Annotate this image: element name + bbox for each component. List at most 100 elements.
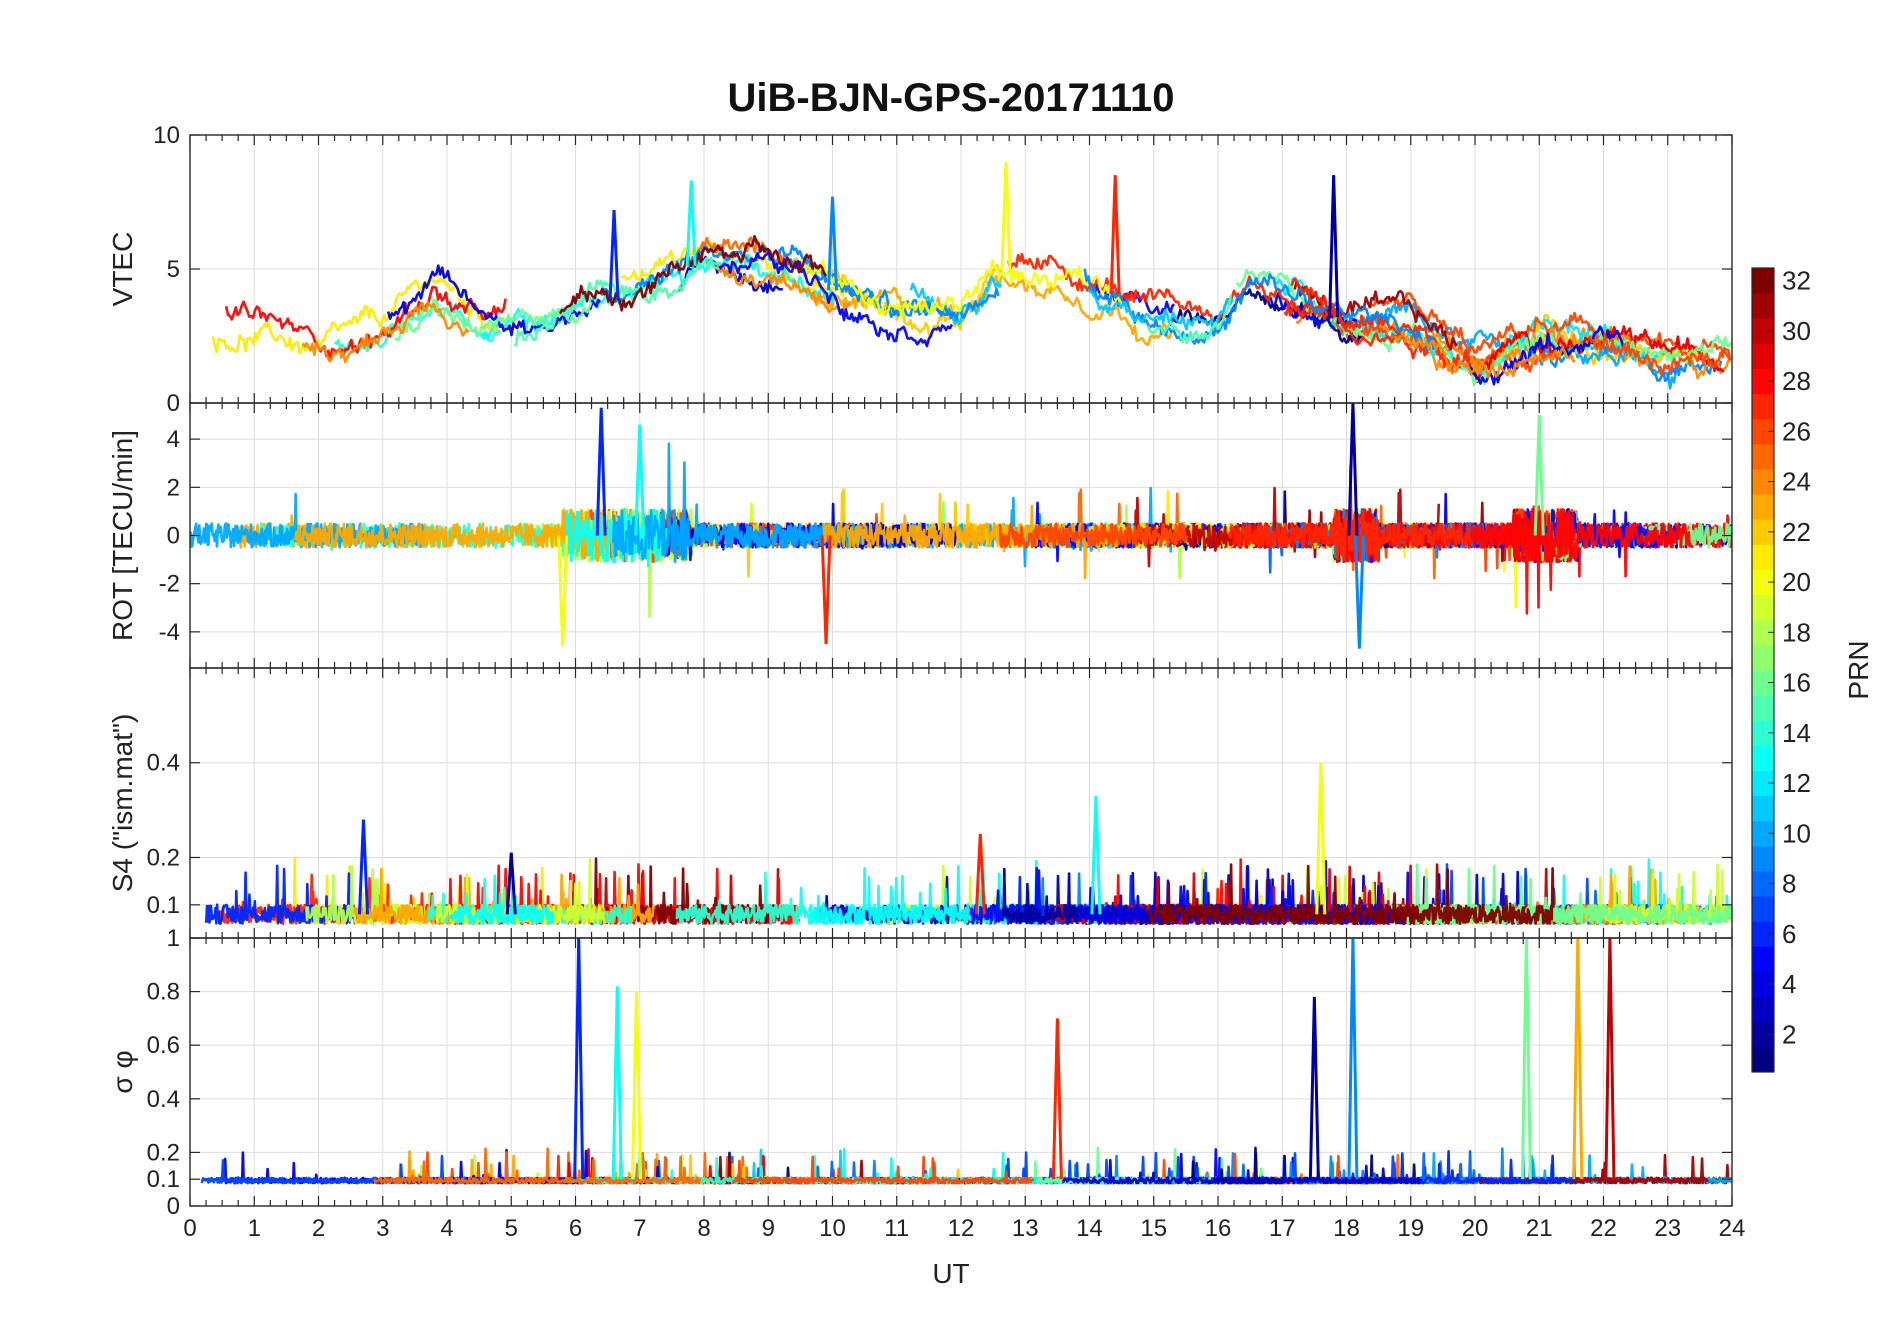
colorbar-swatch — [1752, 946, 1774, 972]
x-tick-label: 19 — [1397, 1215, 1424, 1242]
colorbar-tick-label: 4 — [1782, 969, 1796, 999]
peak-mark — [505, 852, 517, 915]
series-line — [675, 871, 802, 925]
chart-title: UiB-BJN-GPS-20171110 — [727, 76, 1175, 120]
peak-mark — [1000, 161, 1012, 271]
series-line — [558, 235, 828, 315]
series-line — [1147, 863, 1419, 926]
colorbar-tick-label: 30 — [1782, 316, 1811, 346]
x-tick-label: 2 — [312, 1215, 325, 1242]
x-tick-label: 18 — [1333, 1215, 1360, 1242]
colorbar-tick-label: 24 — [1782, 467, 1811, 497]
y-tick-label: 0.1 — [147, 1166, 180, 1193]
y-tick-label: 0.2 — [147, 1139, 180, 1166]
series-line — [1062, 1152, 1422, 1185]
colorbar-swatch — [1752, 619, 1774, 646]
y-tick-label: 0.6 — [147, 1032, 180, 1059]
series-line — [294, 508, 612, 563]
y-tick-label: 0 — [167, 390, 180, 417]
peak-mark — [1347, 938, 1359, 1180]
y-tick-label: 0 — [167, 523, 180, 550]
x-tick-label: 3 — [376, 1215, 389, 1242]
colorbar-tick-label: 32 — [1782, 266, 1811, 296]
x-tick-label: 23 — [1654, 1215, 1681, 1242]
colorbar-swatch — [1752, 268, 1774, 294]
colorbar-swatch — [1752, 368, 1774, 395]
y-tick-label: 5 — [167, 256, 180, 283]
series-line — [798, 258, 1123, 319]
peak-mark — [827, 196, 838, 291]
colorbar-frame — [1751, 267, 1775, 1073]
panel-s4: 0.1 0.2 0.4 S4 ("ism.mat") — [107, 667, 1733, 939]
peak-mark — [631, 991, 643, 1180]
colorbar-swatch — [1752, 544, 1774, 570]
peak-mark — [820, 535, 832, 644]
colorbar-swatch — [1752, 343, 1774, 369]
colorbar-swatch — [1752, 820, 1774, 847]
panel-vtec: 0 5 10 VTEC — [107, 122, 1733, 417]
colorbar-swatch — [1752, 896, 1774, 922]
colorbar-swatch — [1752, 770, 1774, 797]
series-line — [1588, 333, 1732, 376]
y-axis-label-vtec: VTEC — [107, 232, 138, 307]
peak-mark — [1090, 795, 1102, 915]
peak-mark — [1572, 938, 1584, 1180]
x-tick-label: 10 — [819, 1215, 846, 1242]
x-axis: 0 1 2 3 4 5 6 7 8 9 10 11 12 13 14 15 16 17 18 19 20 21 22 23 24 — [183, 1215, 1745, 1242]
y-tick-label: 1 — [167, 925, 180, 952]
x-tick-label: 12 — [948, 1215, 975, 1242]
y-tick-label: 4 — [167, 426, 180, 453]
series-line — [1146, 294, 1233, 345]
peak-mark — [1051, 1018, 1063, 1180]
peak-mark — [573, 938, 585, 1180]
peak-mark — [1353, 535, 1365, 649]
series-line — [1007, 252, 1330, 329]
peak-mark — [1109, 175, 1121, 295]
colorbar-swatch — [1752, 1046, 1774, 1073]
y-tick-label: 10 — [153, 122, 180, 149]
peak-mark — [611, 986, 623, 1180]
colorbar-tick-label: 12 — [1782, 768, 1811, 798]
peak-mark — [357, 819, 369, 915]
series-line — [731, 1155, 1034, 1185]
series-group-rot — [190, 403, 1732, 649]
x-tick-label: 1 — [248, 1215, 261, 1242]
colorbar-tick-label: 14 — [1782, 718, 1811, 748]
x-tick-label: 8 — [697, 1215, 710, 1242]
y-tick-label: -2 — [159, 571, 180, 598]
series-line — [612, 442, 866, 564]
colorbar-swatch — [1752, 1021, 1774, 1048]
colorbar-swatch — [1752, 494, 1774, 520]
series-line — [301, 301, 470, 364]
series-group-vtec — [211, 161, 1732, 390]
colorbar-tick-label: 8 — [1782, 869, 1796, 899]
colorbar-swatch — [1752, 745, 1774, 771]
x-tick-label: 6 — [569, 1215, 582, 1242]
peak-mark — [685, 180, 697, 266]
colorbar-tick-label: 6 — [1782, 919, 1796, 949]
colorbar-swatch — [1752, 921, 1774, 947]
colorbar-tick-label: 20 — [1782, 567, 1811, 597]
series-line — [1087, 288, 1234, 331]
peak-mark — [1308, 996, 1320, 1180]
series-line — [998, 522, 1189, 549]
series-group-sigma_phi — [200, 938, 1732, 1185]
colorbar-swatch — [1752, 393, 1774, 420]
y-tick-label: 0.4 — [147, 1086, 180, 1113]
series-line — [822, 504, 1124, 580]
colorbar-swatch — [1752, 594, 1774, 621]
y-tick-label: 0 — [167, 1193, 180, 1220]
colorbar-tick-label: 22 — [1782, 517, 1811, 547]
colorbar-swatch — [1752, 670, 1774, 696]
colorbar-swatch — [1752, 469, 1774, 495]
peak-mark — [557, 535, 569, 647]
colorbar-swatch — [1752, 971, 1774, 998]
colorbar-swatch — [1752, 871, 1774, 897]
colorbar-tick-label: 16 — [1782, 668, 1811, 698]
series-line — [716, 264, 852, 317]
y-tick-label: 0.4 — [147, 750, 180, 777]
x-tick-label: 24 — [1719, 1215, 1746, 1242]
